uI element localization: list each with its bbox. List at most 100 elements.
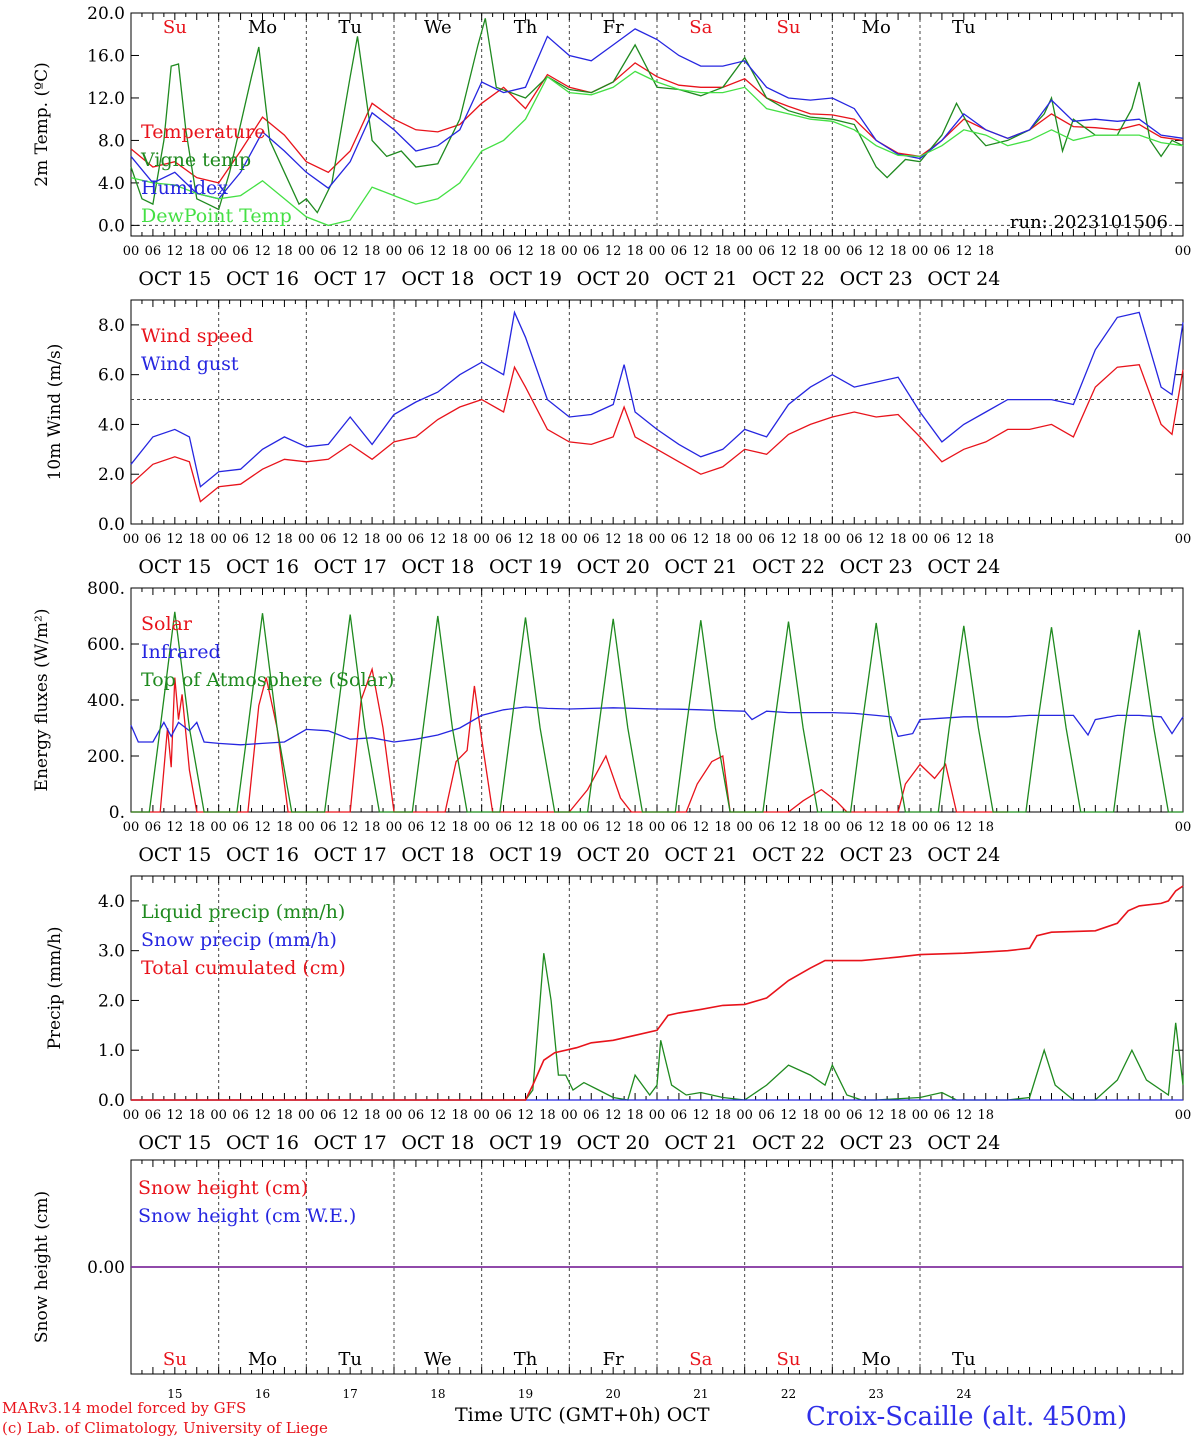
legend-red: Temperature <box>141 121 265 143</box>
hour-tick-label: 06 <box>145 532 162 547</box>
date-label: OCT 18 <box>401 268 474 290</box>
hour-tick-label: 06 <box>671 820 688 835</box>
hour-tick-label: 00 <box>298 820 315 835</box>
legend-red: Total cumulated (cm) <box>141 957 346 979</box>
hour-tick-label: 18 <box>364 244 381 259</box>
legend-blue: Wind gust <box>141 353 239 375</box>
hour-tick-label: 06 <box>232 820 249 835</box>
hour-tick-label: 12 <box>605 1108 622 1123</box>
weekday-label: We <box>424 1349 452 1370</box>
hour-tick-label: 06 <box>583 1108 600 1123</box>
hour-tick-label: 00 <box>210 1108 227 1123</box>
legend-dark_green: Vigne temp <box>140 149 251 171</box>
plot-frame-2 <box>130 299 1184 525</box>
hour-tick-label: 06 <box>320 820 337 835</box>
series-line <box>130 363 1184 503</box>
hour-tick-label: 00 <box>912 820 929 835</box>
hour-tick-label: 06 <box>934 820 951 835</box>
date-label: OCT 22 <box>752 268 825 290</box>
hour-tick-label: 06 <box>320 532 337 547</box>
legend-blue: Infrared <box>141 641 221 663</box>
legend-blue: Snow precip (mm/h) <box>141 929 337 951</box>
hour-tick-label: 00 <box>1175 532 1192 547</box>
hour-tick-label: 18 <box>802 244 819 259</box>
hour-tick-label: 18 <box>714 244 731 259</box>
day-number-label: 20 <box>606 1387 621 1401</box>
date-label: OCT 20 <box>577 844 650 866</box>
hour-tick-label: 12 <box>780 244 797 259</box>
hour-tick-label: 00 <box>561 1108 578 1123</box>
hour-tick-label: 00 <box>123 820 140 835</box>
hour-tick-label: 06 <box>758 820 775 835</box>
hour-tick-label: 00 <box>824 244 841 259</box>
hour-tick-label: 18 <box>451 244 468 259</box>
legend-dark_green: Top of Atmosphere (Solar) <box>141 669 394 691</box>
hour-tick-label: 12 <box>693 1108 710 1123</box>
hour-tick-label: 06 <box>846 820 863 835</box>
y-axis-label: 10m Wind (m/s) <box>45 344 65 481</box>
weekday-label: Sa <box>689 17 712 38</box>
weekday-label: Su <box>777 1349 801 1370</box>
hour-tick-label: 12 <box>517 532 534 547</box>
hour-tick-label: 12 <box>605 244 622 259</box>
hour-tick-label: 18 <box>714 532 731 547</box>
hour-tick-label: 12 <box>254 244 271 259</box>
date-label: OCT 23 <box>840 556 913 578</box>
hour-tick-label: 18 <box>364 532 381 547</box>
hour-tick-label: 12 <box>868 532 885 547</box>
weekday-label: Th <box>514 17 538 38</box>
date-label: OCT 21 <box>664 1132 737 1154</box>
hour-tick-label: 12 <box>430 1108 447 1123</box>
hour-tick-label: 00 <box>210 244 227 259</box>
date-label: OCT 15 <box>138 268 211 290</box>
date-label: OCT 21 <box>664 844 737 866</box>
hour-tick-label: 12 <box>693 532 710 547</box>
hour-tick-label: 18 <box>890 1108 907 1123</box>
hour-tick-label: 00 <box>473 244 490 259</box>
weekday-label: Mo <box>248 17 277 38</box>
hour-tick-label: 18 <box>627 244 644 259</box>
hour-tick-label: 12 <box>254 1108 271 1123</box>
hour-tick-label: 00 <box>1175 244 1192 259</box>
hour-tick-label: 18 <box>802 1108 819 1123</box>
date-label: OCT 16 <box>226 268 299 290</box>
weekday-label: Tu <box>338 1349 362 1370</box>
hour-tick-label: 06 <box>758 244 775 259</box>
date-label: OCT 24 <box>927 268 1000 290</box>
hour-tick-label: 06 <box>232 532 249 547</box>
day-number-label: 22 <box>781 1387 796 1401</box>
model-credit: MARv3.14 model forced by GFS <box>2 1399 247 1417</box>
hour-tick-label: 12 <box>693 244 710 259</box>
hour-tick-label: 06 <box>846 244 863 259</box>
y-tick-label: 12.0 <box>87 89 125 109</box>
date-label: OCT 20 <box>577 268 650 290</box>
hour-tick-label: 12 <box>342 244 359 259</box>
y-axis-label: Snow height (cm) <box>32 1191 52 1343</box>
hour-tick-label: 12 <box>868 244 885 259</box>
run-annotation: run: 2023101506 <box>1010 212 1168 233</box>
hour-tick-label: 06 <box>758 532 775 547</box>
hour-tick-label: 12 <box>430 244 447 259</box>
hour-tick-label: 12 <box>956 1108 973 1123</box>
hour-tick-label: 18 <box>188 244 205 259</box>
y-tick-label: 4.0 <box>98 174 125 194</box>
hour-tick-label: 00 <box>561 532 578 547</box>
hour-tick-label: 12 <box>868 820 885 835</box>
series-line <box>130 706 1184 746</box>
hour-tick-label: 18 <box>276 1108 293 1123</box>
hour-tick-label: 06 <box>671 532 688 547</box>
hour-tick-label: 18 <box>714 1108 731 1123</box>
hour-tick-label: 12 <box>167 244 184 259</box>
y-tick-label: 1.0 <box>98 1041 125 1061</box>
hour-tick-label: 00 <box>123 532 140 547</box>
hour-tick-label: 18 <box>890 532 907 547</box>
series-line <box>131 953 1184 1101</box>
hour-tick-label: 12 <box>517 1108 534 1123</box>
legend-dark_green: Liquid precip (mm/h) <box>141 901 345 923</box>
hour-tick-label: 12 <box>254 820 271 835</box>
hour-tick-label: 00 <box>649 820 666 835</box>
hour-tick-label: 00 <box>298 1108 315 1123</box>
y-tick-label: 0.00 <box>87 1258 125 1278</box>
y-tick-label: 8.0 <box>98 131 125 151</box>
hour-tick-label: 06 <box>232 244 249 259</box>
